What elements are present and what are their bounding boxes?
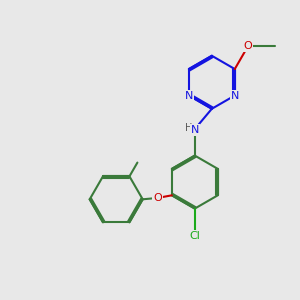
Text: N: N: [185, 91, 193, 100]
Text: O: O: [244, 41, 252, 51]
Text: Cl: Cl: [189, 231, 200, 241]
Text: H: H: [184, 123, 192, 133]
Text: N: N: [191, 125, 200, 135]
Text: N: N: [231, 91, 239, 100]
Text: O: O: [153, 193, 162, 203]
